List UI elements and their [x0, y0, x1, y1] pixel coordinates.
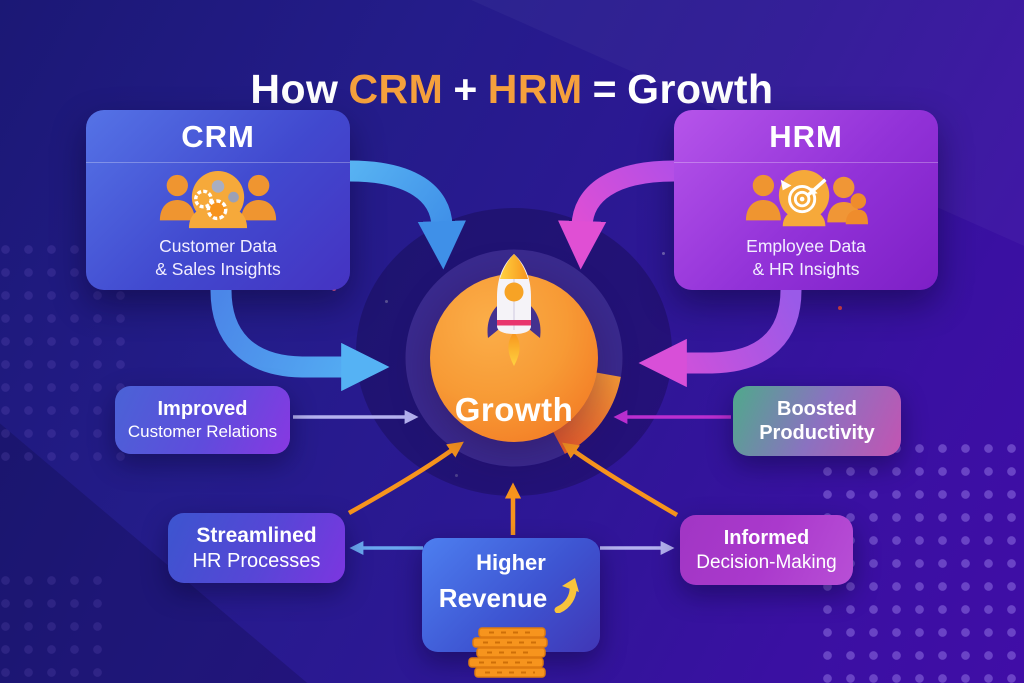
benefit-line1: Higher: [476, 550, 546, 575]
benefit-line2: Revenue: [438, 582, 548, 613]
hrm-card-line1: Employee Data: [746, 236, 866, 256]
sparkle-dot: [662, 252, 665, 255]
title-plus: +: [453, 66, 478, 113]
arrow-informed-to-growth: [562, 442, 679, 517]
crm-card-description: Customer Data & Sales Insights: [86, 235, 350, 281]
page-title: How CRM + HRM = Growth: [0, 69, 1024, 110]
hrm-card-line2: & HR Insights: [752, 259, 860, 280]
title-equals: =: [592, 66, 618, 113]
coins-icon: [422, 626, 600, 679]
arrow-crm-to-growth: [349, 160, 466, 270]
title-crm: CRM: [348, 66, 444, 113]
growth-label: Growth: [454, 391, 574, 428]
benefit-boosted-productivity: Boosted Productivity: [733, 386, 901, 456]
benefit-line2: HR Processes: [192, 549, 321, 572]
benefit-improved-customer-relations: Improved Customer Relations: [115, 386, 290, 454]
arrow-crm-side-to-growth: [210, 289, 390, 392]
crm-card-title: CRM: [181, 119, 255, 154]
people-target-icon: [674, 170, 938, 232]
title-hrm: HRM: [487, 66, 583, 113]
up-trend-arrow-icon: [553, 577, 583, 621]
benefit-informed-decision-making: Informed Decision-Making: [680, 515, 853, 585]
arrow-streamlined-to-growth: [347, 441, 464, 515]
sparkle-dot: [838, 306, 842, 310]
rocket-icon: [474, 252, 554, 370]
people-gears-icon: [86, 170, 350, 232]
arrow-hrm-side-to-growth: [638, 289, 802, 388]
benefit-streamlined-hr-processes: Streamlined HR Processes: [168, 513, 345, 583]
benefit-line1: Improved: [157, 398, 248, 421]
hrm-card-title: HRM: [769, 119, 843, 154]
crm-card-divider: [86, 162, 350, 163]
benefit-line2: Productivity: [759, 422, 875, 444]
rocket-flame: [508, 332, 520, 366]
dot-pattern-bottom-left: [0, 569, 114, 683]
benefit-line1: Streamlined: [196, 524, 317, 547]
growth-ring-orange-arc: [552, 372, 621, 454]
title-growth: Growth: [627, 66, 774, 113]
rocket-nose: [500, 254, 528, 279]
rocket-stripe: [497, 320, 531, 326]
crm-card: CRM Customer Data & Sales Insights: [86, 110, 350, 290]
hrm-card: HRM Employee Data & HR Insig: [674, 110, 938, 290]
rocket-window: [504, 282, 524, 302]
sparkle-dot: [385, 300, 388, 303]
crm-card-line2: & Sales Insights: [155, 259, 281, 280]
benefit-line1: Boosted: [777, 397, 857, 420]
crm-card-line1: Customer Data: [159, 236, 277, 256]
sparkle-dot: [455, 474, 458, 477]
arrow-hrm-to-growth: [558, 160, 675, 270]
benefit-higher-revenue: Higher Revenue: [422, 538, 600, 678]
benefit-line2: Customer Relations: [127, 421, 278, 441]
benefit-line1: Informed: [723, 527, 810, 550]
hrm-card-divider: [674, 162, 938, 163]
title-how: How: [250, 66, 339, 113]
hrm-card-description: Employee Data & HR Insights: [674, 235, 938, 281]
benefit-line2: Decision-Making: [696, 551, 837, 573]
